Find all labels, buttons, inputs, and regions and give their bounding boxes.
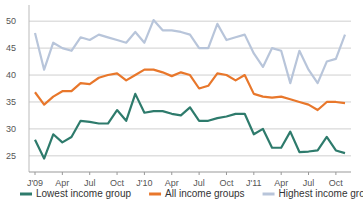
x-tick	[335, 172, 336, 175]
y-tick-label: 40	[6, 70, 16, 80]
x-tick-label: Oct	[329, 178, 344, 188]
grid-line	[29, 21, 351, 22]
x-tick	[281, 172, 282, 175]
y-axis-line	[29, 5, 30, 172]
x-tick	[89, 172, 90, 175]
grid-line	[29, 48, 351, 49]
x-tick	[117, 172, 118, 175]
x-tick	[35, 172, 36, 175]
legend-label: Highest income group	[279, 188, 363, 199]
plot-lines	[35, 20, 345, 158]
x-tick	[199, 172, 200, 175]
legend-swatch	[20, 193, 32, 196]
chart: 25 30 35 40 45 50 J'09 Apr Jul Oct J'10 Apr Jul Oct J'…	[0, 0, 363, 204]
y-tick-label: 25	[6, 151, 16, 161]
x-axis-line	[29, 172, 351, 173]
x-tick-label: Apr	[55, 178, 69, 188]
x-tick-label: Jul	[193, 178, 205, 188]
grid-line	[29, 155, 351, 156]
x-tick-label: Jul	[84, 178, 96, 188]
series-line	[35, 70, 345, 110]
legend-swatch	[263, 193, 275, 196]
series-line	[35, 94, 345, 159]
x-tick-label: Oct	[219, 178, 234, 188]
series-line	[35, 20, 345, 83]
x-tick-label: J'09	[27, 178, 43, 188]
y-tick-label: 30	[6, 124, 16, 134]
x-tick	[226, 172, 227, 175]
x-tick-label: Apr	[165, 178, 179, 188]
x-tick-label: Apr	[274, 178, 288, 188]
x-tick-label: Jul	[303, 178, 315, 188]
x-tick-label: J'10	[136, 178, 152, 188]
x-tick	[62, 172, 63, 175]
y-tick-label: 50	[6, 16, 16, 26]
x-tick	[253, 172, 254, 175]
x-tick-label: J'11	[246, 178, 262, 188]
x-tick	[308, 172, 309, 175]
x-tick	[171, 172, 172, 175]
legend-label: Lowest income group	[36, 188, 131, 199]
y-tick-label: 45	[6, 43, 16, 53]
x-tick-label: Oct	[110, 178, 125, 188]
y-tick-label: 35	[6, 97, 16, 107]
legend-swatch	[149, 193, 161, 196]
legend-label: All income groups	[165, 188, 244, 199]
x-tick	[144, 172, 145, 175]
